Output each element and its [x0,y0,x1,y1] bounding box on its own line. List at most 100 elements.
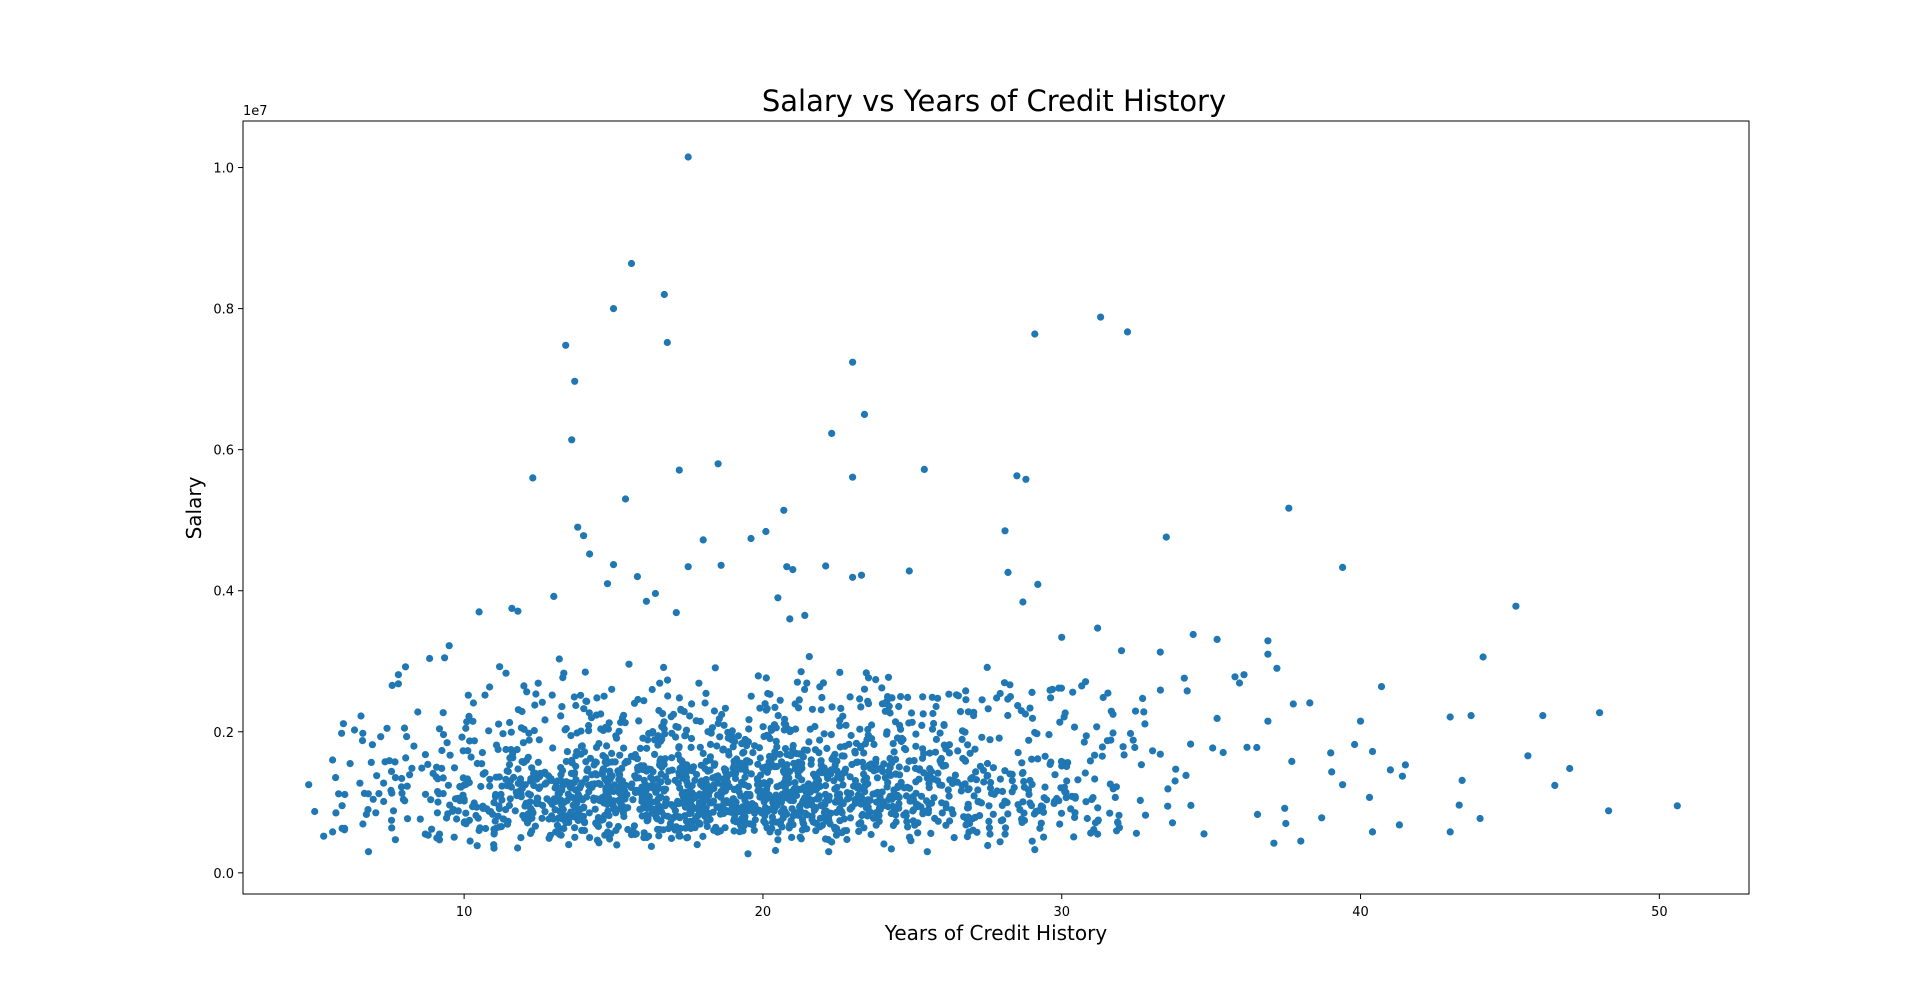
data-point [550,795,558,803]
data-point [506,795,514,803]
data-point [1182,771,1190,780]
data-point [1055,684,1063,692]
data-point [578,826,586,835]
y-axis-ticks: 0.0 0.2 0.4 0.6 0.8 1.0 [213,162,243,882]
data-point [783,563,791,571]
data-point [711,664,719,672]
data-point [640,829,648,837]
data-point [1171,777,1179,785]
data-point [801,794,809,802]
data-point [1062,794,1070,802]
data-point [848,760,856,769]
data-point [580,804,588,812]
data-point [560,824,568,833]
data-point [942,804,950,812]
data-point [714,719,722,728]
data-point [569,801,577,809]
data-point [931,748,940,756]
data-point [580,532,588,540]
data-point [657,770,665,778]
data-point [660,785,668,793]
data-point [920,750,928,758]
data-point [476,824,484,832]
data-point [749,821,757,829]
data-point [927,829,935,838]
data-point [1004,711,1012,720]
data-point [1132,829,1140,837]
data-point [648,809,657,817]
data-point [786,615,794,623]
data-point [781,715,789,723]
data-point [580,705,588,713]
data-point [838,829,846,837]
data-point [538,814,546,822]
data-point [558,703,566,711]
data-point [311,807,319,816]
data-point [855,827,863,836]
data-point [602,723,610,732]
data-point [749,749,757,757]
data-point [710,784,718,793]
data-point [462,724,470,732]
data-point [603,800,611,809]
data-point [1115,811,1123,819]
data-point [962,821,970,829]
data-point [1086,757,1094,765]
data-point [1021,710,1029,718]
data-point [1013,472,1021,480]
data-point [1109,785,1117,793]
data-point [585,727,593,735]
data-point [914,819,922,827]
data-point [1019,598,1027,606]
data-point [593,795,601,803]
data-point [633,573,642,581]
data-point [786,768,794,776]
data-point [890,748,898,756]
data-point [970,712,978,720]
data-point [682,774,690,783]
data-point [954,747,962,755]
data-point [883,730,891,738]
data-point [940,721,948,730]
data-point [1109,710,1117,718]
data-point [663,676,672,684]
data-point [710,707,719,715]
data-point [912,730,920,738]
data-point [808,705,817,713]
data-point [533,794,541,802]
data-point [879,798,887,806]
data-point [490,844,498,852]
data-point [570,778,578,787]
data-point [605,821,613,829]
data-point [976,762,985,770]
data-point [506,718,514,727]
data-point [401,663,410,671]
data-point [464,691,472,699]
data-point [750,805,758,813]
data-point [917,792,926,800]
data-point [1235,679,1244,687]
data-point [338,802,346,810]
data-point [640,776,648,785]
data-point [699,536,707,544]
data-point [1056,820,1064,828]
x-tick-label: 40 [1352,905,1369,920]
data-point [825,848,833,856]
data-point [701,699,709,707]
data-point [903,765,911,773]
data-point [687,734,696,743]
data-point [897,778,905,787]
data-point [608,749,616,758]
data-point [1673,802,1681,810]
data-point [846,693,854,701]
data-point [591,805,599,813]
data-point [668,754,676,762]
data-point [958,735,966,744]
data-point [649,775,657,784]
data-point [586,834,594,842]
data-point [895,800,903,808]
data-point [881,774,889,782]
data-point [796,833,804,841]
data-point [851,777,860,785]
data-point [764,807,772,815]
